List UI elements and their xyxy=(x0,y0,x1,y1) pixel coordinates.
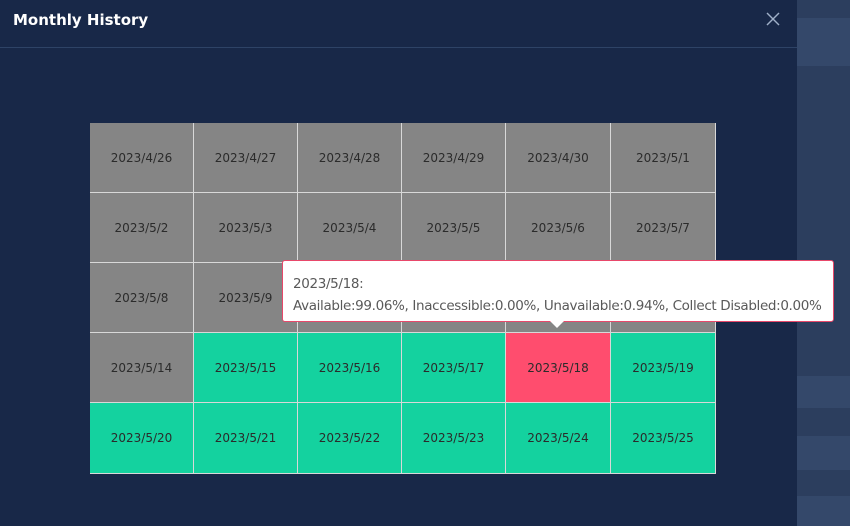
calendar-grid: 2023/4/26 2023/4/27 2023/4/28 2023/4/29 2023… xyxy=(90,123,716,474)
background-band xyxy=(797,496,850,526)
close-button[interactable] xyxy=(762,8,784,30)
calendar-day-cell[interactable]: 2023/5/22 xyxy=(298,403,402,474)
calendar-day-cell[interactable]: 2023/5/2 xyxy=(90,193,194,263)
calendar-day-cell[interactable]: 2023/5/15 xyxy=(194,333,298,403)
close-icon xyxy=(766,12,780,26)
calendar-day-cell[interactable]: 2023/5/20 xyxy=(90,403,194,474)
calendar-day-cell[interactable]: 2023/5/1 xyxy=(611,123,716,193)
calendar-day-cell[interactable]: 2023/5/19 xyxy=(611,333,716,403)
background-band xyxy=(797,18,850,66)
calendar-day-cell[interactable]: 2023/4/27 xyxy=(194,123,298,193)
calendar-day-cell[interactable]: 2023/4/26 xyxy=(90,123,194,193)
calendar-day-cell[interactable]: 2023/5/24 xyxy=(506,403,611,474)
background-band xyxy=(797,376,850,408)
background-band xyxy=(797,436,850,470)
calendar-day-cell[interactable]: 2023/5/8 xyxy=(90,263,194,333)
tooltip-date: 2023/5/18: xyxy=(293,276,364,292)
tooltip-arrow xyxy=(550,321,564,328)
calendar-day-cell[interactable]: 2023/4/30 xyxy=(506,123,611,193)
calendar-day-cell[interactable]: 2023/5/21 xyxy=(194,403,298,474)
calendar-day-cell[interactable]: 2023/4/29 xyxy=(402,123,506,193)
calendar-day-cell[interactable]: 2023/5/9 xyxy=(194,263,298,333)
background-page xyxy=(797,0,850,526)
day-tooltip: 2023/5/18: Available:99.06%, Inaccessibl… xyxy=(282,260,834,322)
dialog-header: Monthly History xyxy=(0,0,797,48)
calendar-day-cell[interactable]: 2023/5/3 xyxy=(194,193,298,263)
calendar-day-cell[interactable]: 2023/5/17 xyxy=(402,333,506,403)
calendar-day-cell[interactable]: 2023/5/16 xyxy=(298,333,402,403)
calendar-day-cell[interactable]: 2023/5/4 xyxy=(298,193,402,263)
tooltip-stats: Available:99.06%, Inaccessible:0.00%, Un… xyxy=(293,298,822,314)
calendar-day-cell[interactable]: 2023/5/14 xyxy=(90,333,194,403)
calendar-day-cell[interactable]: 2023/5/7 xyxy=(611,193,716,263)
calendar-day-cell[interactable]: 2023/5/23 xyxy=(402,403,506,474)
calendar-day-cell[interactable]: 2023/5/25 xyxy=(611,403,716,474)
dialog-title: Monthly History xyxy=(13,11,149,29)
calendar-day-cell[interactable]: 2023/4/28 xyxy=(298,123,402,193)
calendar-day-cell[interactable]: 2023/5/18 xyxy=(506,333,611,403)
calendar-day-cell[interactable]: 2023/5/6 xyxy=(506,193,611,263)
calendar-day-cell[interactable]: 2023/5/5 xyxy=(402,193,506,263)
